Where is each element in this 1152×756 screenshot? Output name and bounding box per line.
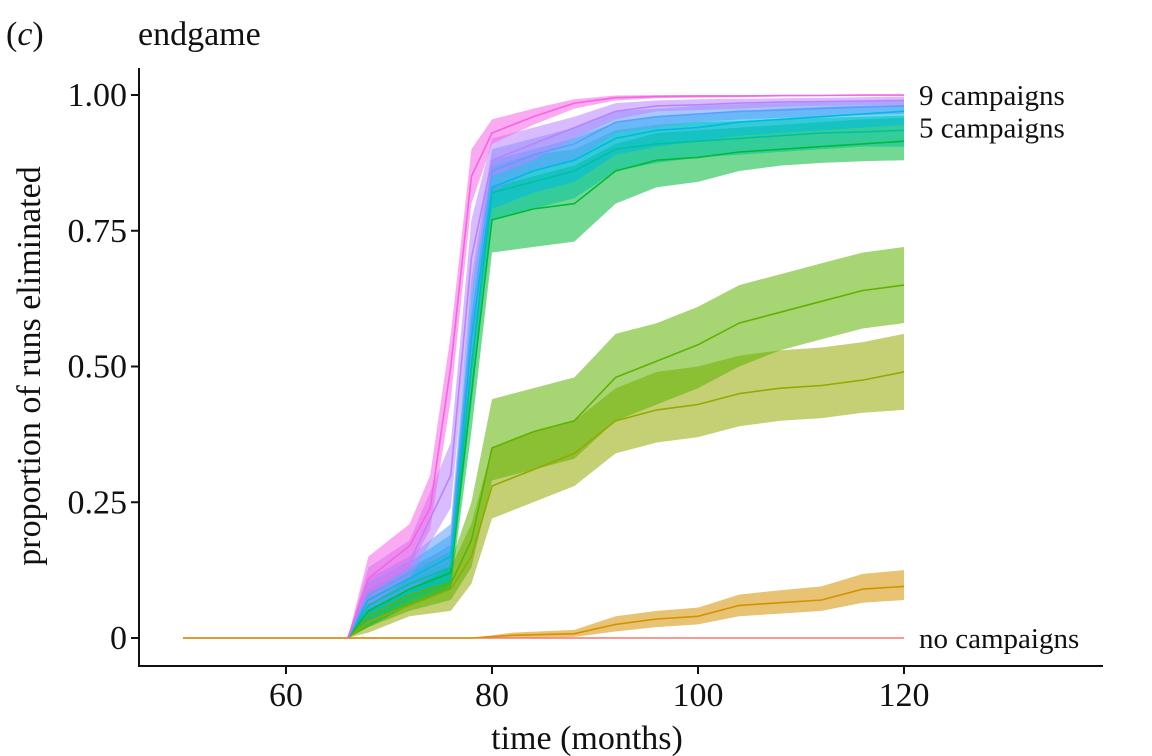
ci-band-1	[183, 570, 904, 638]
series-lines	[183, 94, 905, 639]
chart-title: endgame	[138, 16, 261, 53]
panel-label: (c)	[6, 16, 44, 53]
series-line-5	[347, 129, 905, 639]
x-tick-label: 120	[879, 677, 930, 714]
y-tick-label: 0.25	[68, 484, 128, 521]
y-tick-label: 0	[110, 620, 127, 657]
x-tick-label: 80	[475, 677, 509, 714]
series-line-8	[347, 99, 905, 639]
ci-band-2	[347, 333, 904, 638]
y-axis-ticks: 0 0.25 0.50 0.75 1.00	[68, 77, 139, 657]
y-axis-title: proportion of runs eliminated	[11, 166, 48, 565]
series-line-1	[183, 585, 905, 639]
y-tick-label: 0.50	[68, 349, 128, 386]
y-tick-label: 0.75	[68, 213, 128, 250]
series-line-3	[347, 284, 905, 639]
series-line-9	[347, 94, 904, 639]
series-line-6	[347, 110, 905, 639]
series-annotation: no campaigns	[919, 623, 1079, 655]
x-axis-ticks: 60 80 100 120	[269, 666, 930, 714]
x-axis-title: time (months)	[491, 720, 683, 756]
ci-band-8	[347, 96, 904, 639]
series-annotation: 5 campaigns	[919, 113, 1065, 145]
panel-letter: c	[17, 16, 33, 53]
y-tick-label: 1.00	[68, 77, 128, 114]
series-line-7	[347, 105, 905, 639]
series-line-2	[347, 371, 905, 639]
x-tick-label: 60	[269, 677, 303, 714]
series-annotation: 9 campaigns	[919, 80, 1065, 112]
x-tick-label: 100	[673, 677, 724, 714]
confidence-bands	[183, 95, 904, 639]
ci-band-3	[347, 247, 904, 638]
series-line-4	[347, 140, 905, 639]
